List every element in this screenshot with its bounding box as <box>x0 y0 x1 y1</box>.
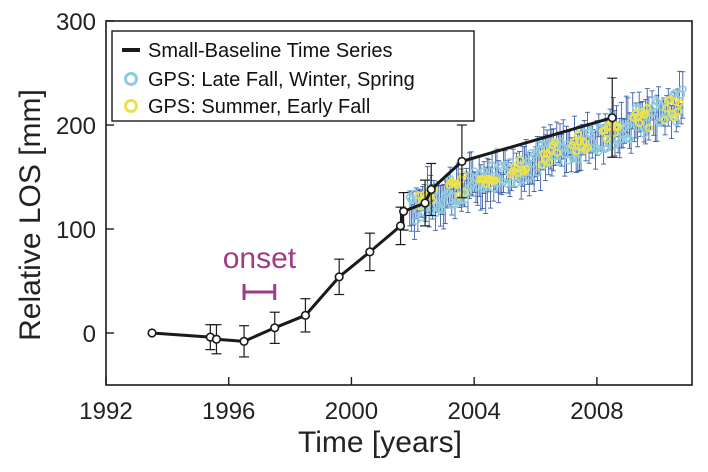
gps-winter-point <box>554 157 563 166</box>
gps-winter-point <box>652 97 661 106</box>
gps-winter-point <box>512 179 521 188</box>
sbas-point <box>300 310 311 320</box>
legend-blue-marker <box>124 72 138 86</box>
gps-winter-point <box>528 159 537 168</box>
y-tick-label: 200 <box>56 113 96 140</box>
x-axis-title: Time [years] <box>298 426 462 459</box>
gps-summer-point <box>660 116 669 125</box>
axis-ticks: 1992 1996 2000 2004 2008 0 100 200 300 <box>56 9 624 425</box>
gps-winter-point <box>525 173 534 182</box>
onset-annotation: onset <box>223 242 297 300</box>
gps-summer-point <box>583 143 592 152</box>
gps-winter-point <box>417 213 426 222</box>
y-tick-label: 300 <box>56 9 96 36</box>
sbas-point <box>270 323 280 333</box>
legend-entry-3: GPS: Summer, Early Fall <box>148 96 370 118</box>
gps-summer-point <box>550 137 560 147</box>
legend-box <box>111 30 475 122</box>
gps-summer-point <box>629 113 638 122</box>
gps-winter-point <box>640 130 649 139</box>
sbas-point <box>395 221 406 231</box>
gps-layer <box>405 70 687 240</box>
y-axis-title: Relative LOS [mm] <box>14 89 47 341</box>
gps-summer-point <box>458 170 467 179</box>
sbas-point <box>399 206 409 216</box>
gps-winter-point <box>488 161 497 170</box>
gps-summer-point <box>602 134 611 144</box>
gps-summer-point <box>669 113 679 122</box>
sbas-point <box>365 247 375 257</box>
gps-winter-point <box>651 96 660 105</box>
gps-summer-point <box>516 156 525 165</box>
sbas-point <box>426 184 436 195</box>
legend: Small-Baseline Time Series GPS: Late Fal… <box>111 30 475 122</box>
gps-summer-point <box>573 130 583 139</box>
gps-summer-point <box>642 104 652 113</box>
gps-summer-point <box>673 107 682 116</box>
gps-summer-point <box>581 145 590 154</box>
gps-summer-point <box>675 98 684 107</box>
x-tick-label: 2000 <box>325 398 378 425</box>
sbas-point <box>334 272 344 282</box>
gps-summer-point <box>571 147 581 156</box>
x-tick-label: 1996 <box>202 398 255 425</box>
sbas-point <box>420 198 430 208</box>
gps-winter-point <box>573 155 582 164</box>
gps-winter-point <box>481 182 490 191</box>
gps-summer-point <box>671 97 680 106</box>
gps-winter-point <box>534 140 543 149</box>
gps-summer-point <box>552 148 561 157</box>
gps-summer-point <box>644 123 654 132</box>
sbas-point <box>147 328 157 338</box>
gps-winter-point <box>439 198 448 207</box>
gps-summer-point <box>614 122 623 132</box>
y-tick-label: 100 <box>56 217 96 244</box>
gps-summer-point <box>427 196 437 205</box>
plot-frame <box>105 20 693 386</box>
gps-winter-point <box>507 178 516 187</box>
gps-summer-point <box>491 176 500 185</box>
sbas-point <box>211 334 222 344</box>
gps-winter-point <box>625 135 634 144</box>
gps-winter-point <box>564 156 573 165</box>
legend-yellow-marker <box>124 99 138 113</box>
gps-summer-point <box>635 118 644 128</box>
gps-winter-point <box>434 204 443 213</box>
onset-label: onset <box>223 242 297 275</box>
gps-winter-point <box>622 134 631 143</box>
gps-winter-point <box>502 179 511 188</box>
gps-summer-point <box>537 160 546 169</box>
sbas-point <box>607 113 617 123</box>
gps-summer-point <box>452 180 462 190</box>
gps-winter-point <box>678 85 687 94</box>
gps-winter-point <box>463 187 472 196</box>
gps-winter-point <box>523 157 532 166</box>
gps-winter-point <box>407 195 416 204</box>
gps-summer-point <box>545 158 554 167</box>
x-tick-label: 1992 <box>79 398 132 425</box>
gps-winter-point <box>568 154 577 163</box>
gps-winter-point <box>410 189 419 198</box>
gps-winter-point <box>533 168 542 177</box>
gps-winter-point <box>560 149 569 158</box>
gps-winter-point <box>617 135 626 144</box>
sbas-point <box>239 336 249 346</box>
legend-entry-1: Small-Baseline Time Series <box>148 40 393 62</box>
x-tick-label: 2008 <box>570 398 623 425</box>
gps-summer-point <box>610 128 619 138</box>
gps-winter-point <box>633 123 642 132</box>
x-tick-label: 2004 <box>447 398 500 425</box>
gps-winter-point <box>505 158 514 167</box>
small-baseline-series <box>147 77 618 358</box>
y-tick-label: 0 <box>83 321 96 348</box>
gps-winter-point <box>489 184 498 193</box>
legend-entry-2: GPS: Late Fall, Winter, Spring <box>148 69 415 91</box>
gps-summer-point <box>662 104 671 113</box>
gps-summer-point <box>522 164 531 174</box>
gps-summer-point <box>579 137 588 146</box>
gps-winter-point <box>460 195 469 204</box>
sbas-point <box>457 156 467 166</box>
gps-winter-point <box>588 137 597 146</box>
